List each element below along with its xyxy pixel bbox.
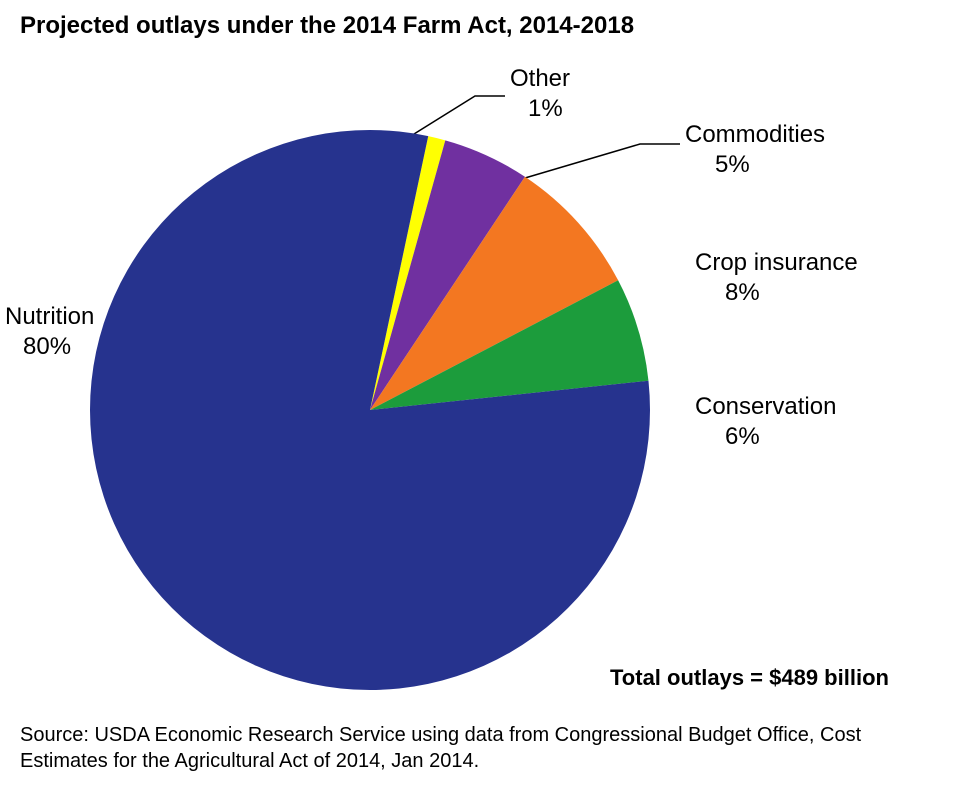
slice-label-name: Nutrition [5, 302, 94, 332]
slice-label-commodities: Commodities5% [685, 120, 825, 180]
slice-label-name: Conservation [695, 392, 836, 422]
slice-label-name: Commodities [685, 120, 825, 150]
slice-label-pct: 8% [695, 278, 858, 308]
slice-label-name: Crop insurance [695, 248, 858, 278]
slice-label-name: Other [510, 64, 570, 94]
leader-line [525, 144, 680, 178]
leader-line [414, 96, 505, 134]
slice-label-nutrition: Nutrition80% [5, 302, 94, 362]
source-line: Source: USDA Economic Research Service u… [20, 722, 936, 774]
total-outlays: Total outlays = $489 billion [610, 665, 889, 691]
slice-label-other: Other1% [510, 64, 570, 124]
slice-label-pct: 6% [695, 422, 836, 452]
slice-label-pct: 1% [510, 94, 570, 124]
slice-label-crop-insurance: Crop insurance8% [695, 248, 858, 308]
slice-label-pct: 5% [685, 150, 825, 180]
slice-label-pct: 80% [5, 332, 94, 362]
slice-label-conservation: Conservation6% [695, 392, 836, 452]
